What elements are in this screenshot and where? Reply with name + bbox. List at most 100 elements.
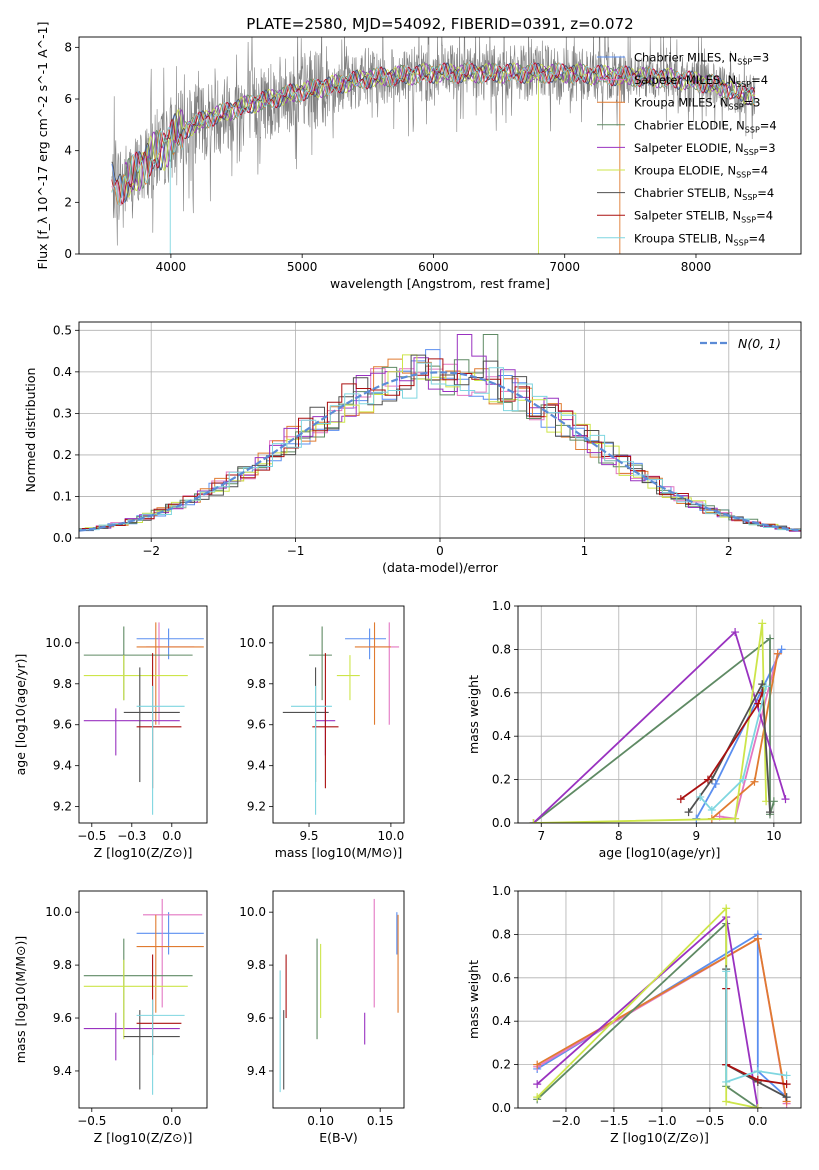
mass-vs-ebv-panel: 0.10 0.15 9.4 9.6 9.8 10.0 E(B-V) [239,890,405,1145]
figure-title: PLATE=2580, MJD=54092, FIBERID=0391, z=0… [246,15,633,33]
y-tick-label: 0.6 [492,971,511,985]
errorbar-chabrier-elodie [309,626,332,701]
mass-vs-metallicity-panel: −0.5 0.0 9.4 9.6 9.8 10.0 Z [log10(Z/Z⊙)] mass … [13,890,208,1145]
weight-marker [711,779,720,788]
errorbar-chabrier-miles [345,628,386,660]
x-tick-label: −2 [142,544,160,558]
x-tick-label: −0.3 [117,829,146,843]
x-tick-label: 0 [436,544,444,558]
weight-marker [753,1067,762,1076]
weight-marker [684,808,693,817]
legend-label: Salpeter ELODIE, NSSP=3 [634,141,776,157]
y-tick-label: 0.6 [492,686,511,700]
y-tick-label: 9.6 [53,718,72,732]
axes-frame [272,605,405,824]
y-tick-label: 10.0 [239,636,266,650]
x-tick-label: 0.10 [307,1114,334,1128]
weight-path [536,915,759,1108]
residual-legend: N(0, 1) [700,336,781,351]
x-axis-label: Z [log10(Z/Z⊙)] [94,845,193,860]
weight-marker [731,628,740,637]
errorbar-kroupa-stelib [136,999,185,1095]
axes-frame [78,605,208,824]
y-tick-label: 0.0 [492,816,511,830]
y-tick-label: 10.0 [45,636,72,650]
age-vs-metallicity-panel: −0.5 −0.3 0.0 9.2 9.4 9.6 9.8 10.0 Z [log10(Z/Z⊙… [13,605,208,860]
y-tick-label: 9.4 [247,1064,266,1078]
x-axis-label: wavelength [Angstrom, rest frame] [330,276,550,291]
y-tick-label: 9.2 [53,800,72,814]
weight-marker [722,1097,731,1106]
weight-marker [773,649,782,658]
y-tick-label: 9.4 [53,759,72,773]
weight-path [680,692,764,800]
plot-area [282,622,400,815]
x-tick-label: 10.0 [378,829,405,843]
axes-frame [78,36,802,255]
y-tick-label: 9.2 [247,800,266,814]
weight-marker [753,1075,762,1084]
errorbar-salpeter-stelib [136,954,182,1056]
weight-marker [533,1093,542,1102]
weight-marker [750,777,759,786]
legend-label: Salpeter STELIB, NSSP=4 [634,209,773,225]
errorbar-kroupa-elodie [83,959,188,1040]
weight-vs-metallicity-panel: −2.0 −1.5 −1.0 −0.5 0.0 0.0 0.2 0.4 0.6 0.8 1.0 Z [… [466,884,802,1145]
errorbar-chabrier-miles [136,628,204,660]
y-tick-label: 1.0 [492,884,511,898]
x-tick-label: −1.0 [647,1114,676,1128]
weight-marker [753,1104,762,1108]
legend-label: N(0, 1) [738,336,781,351]
errorbar-chabrier-stelib [123,1010,180,1090]
weight-path [725,971,787,1084]
y-tick-label: 10.0 [45,905,72,919]
x-tick-label: 9.5 [299,829,318,843]
x-tick-label: 0.0 [748,1114,767,1128]
weight-marker [676,795,685,804]
weight-path [536,921,759,1108]
weight-vs-age-panel: 7 8 9 10 0.0 0.2 0.4 0.6 0.8 1.0 age [log10(age/yr… [466,599,802,860]
axes-frame [78,890,208,1109]
y-tick-label: 0.4 [492,1014,511,1028]
weight-marker [753,934,762,943]
weight-marker [782,1071,791,1080]
errorbar-kroupa-miles [136,622,204,725]
weight-line-kroupa-stelib [696,682,771,814]
weight-path [725,988,787,1085]
errorbar-kroupa-stelib [136,685,185,815]
y-tick-label: 0.8 [492,927,511,941]
x-tick-label: 10 [766,829,781,843]
y-axis-label: mass [log10(M/M⊙)] [13,936,28,1064]
y-tick-label: 9.4 [53,1064,72,1078]
x-tick-label: 9 [693,829,701,843]
model-spectrum-kroupa-stelib [111,62,755,205]
weight-line-kroupa-elodie [529,619,771,823]
weight-marker [782,1093,791,1102]
x-axis-label: age [log10(age/yr)] [599,845,721,860]
y-tick-label: 6 [64,92,72,106]
y-tick-label: 1.0 [492,599,511,613]
weight-marker [696,792,705,801]
y-tick-label: 9.8 [53,958,72,972]
legend-label: Kroupa MILES, NSSP=3 [634,96,760,112]
weight-marker [765,634,774,643]
residual-histogram-panel: −2 −1 0 1 2 0.0 0.1 0.2 0.3 0.4 0.5 (data-model)/er… [23,321,802,575]
x-axis-label: Z [log10(Z/Z⊙)] [610,1130,709,1145]
x-tick-label: 4000 [156,260,187,274]
histogram-salpeter-elodie [81,334,801,532]
plot-area [83,622,204,815]
y-tick-label: 0.3 [53,406,72,420]
y-tick-label: 0 [64,247,72,261]
legend-label: Chabrier ELODIE, NSSP=4 [634,118,777,134]
y-tick-label: 0.1 [53,489,72,503]
x-tick-label: −0.5 [77,1114,106,1128]
legend-label: Salpeter MILES, NSSP=4 [634,73,768,89]
x-tick-label: −0.5 [695,1114,724,1128]
x-tick-label: 0.0 [162,1114,181,1128]
y-axis-label: mass weight [466,675,481,754]
x-tick-label: 0.0 [162,829,181,843]
x-tick-label: 7000 [549,260,580,274]
x-axis-label: (data-model)/error [382,560,499,575]
errorbar-salpeter-miles [143,898,203,1008]
weight-marker [758,619,767,628]
